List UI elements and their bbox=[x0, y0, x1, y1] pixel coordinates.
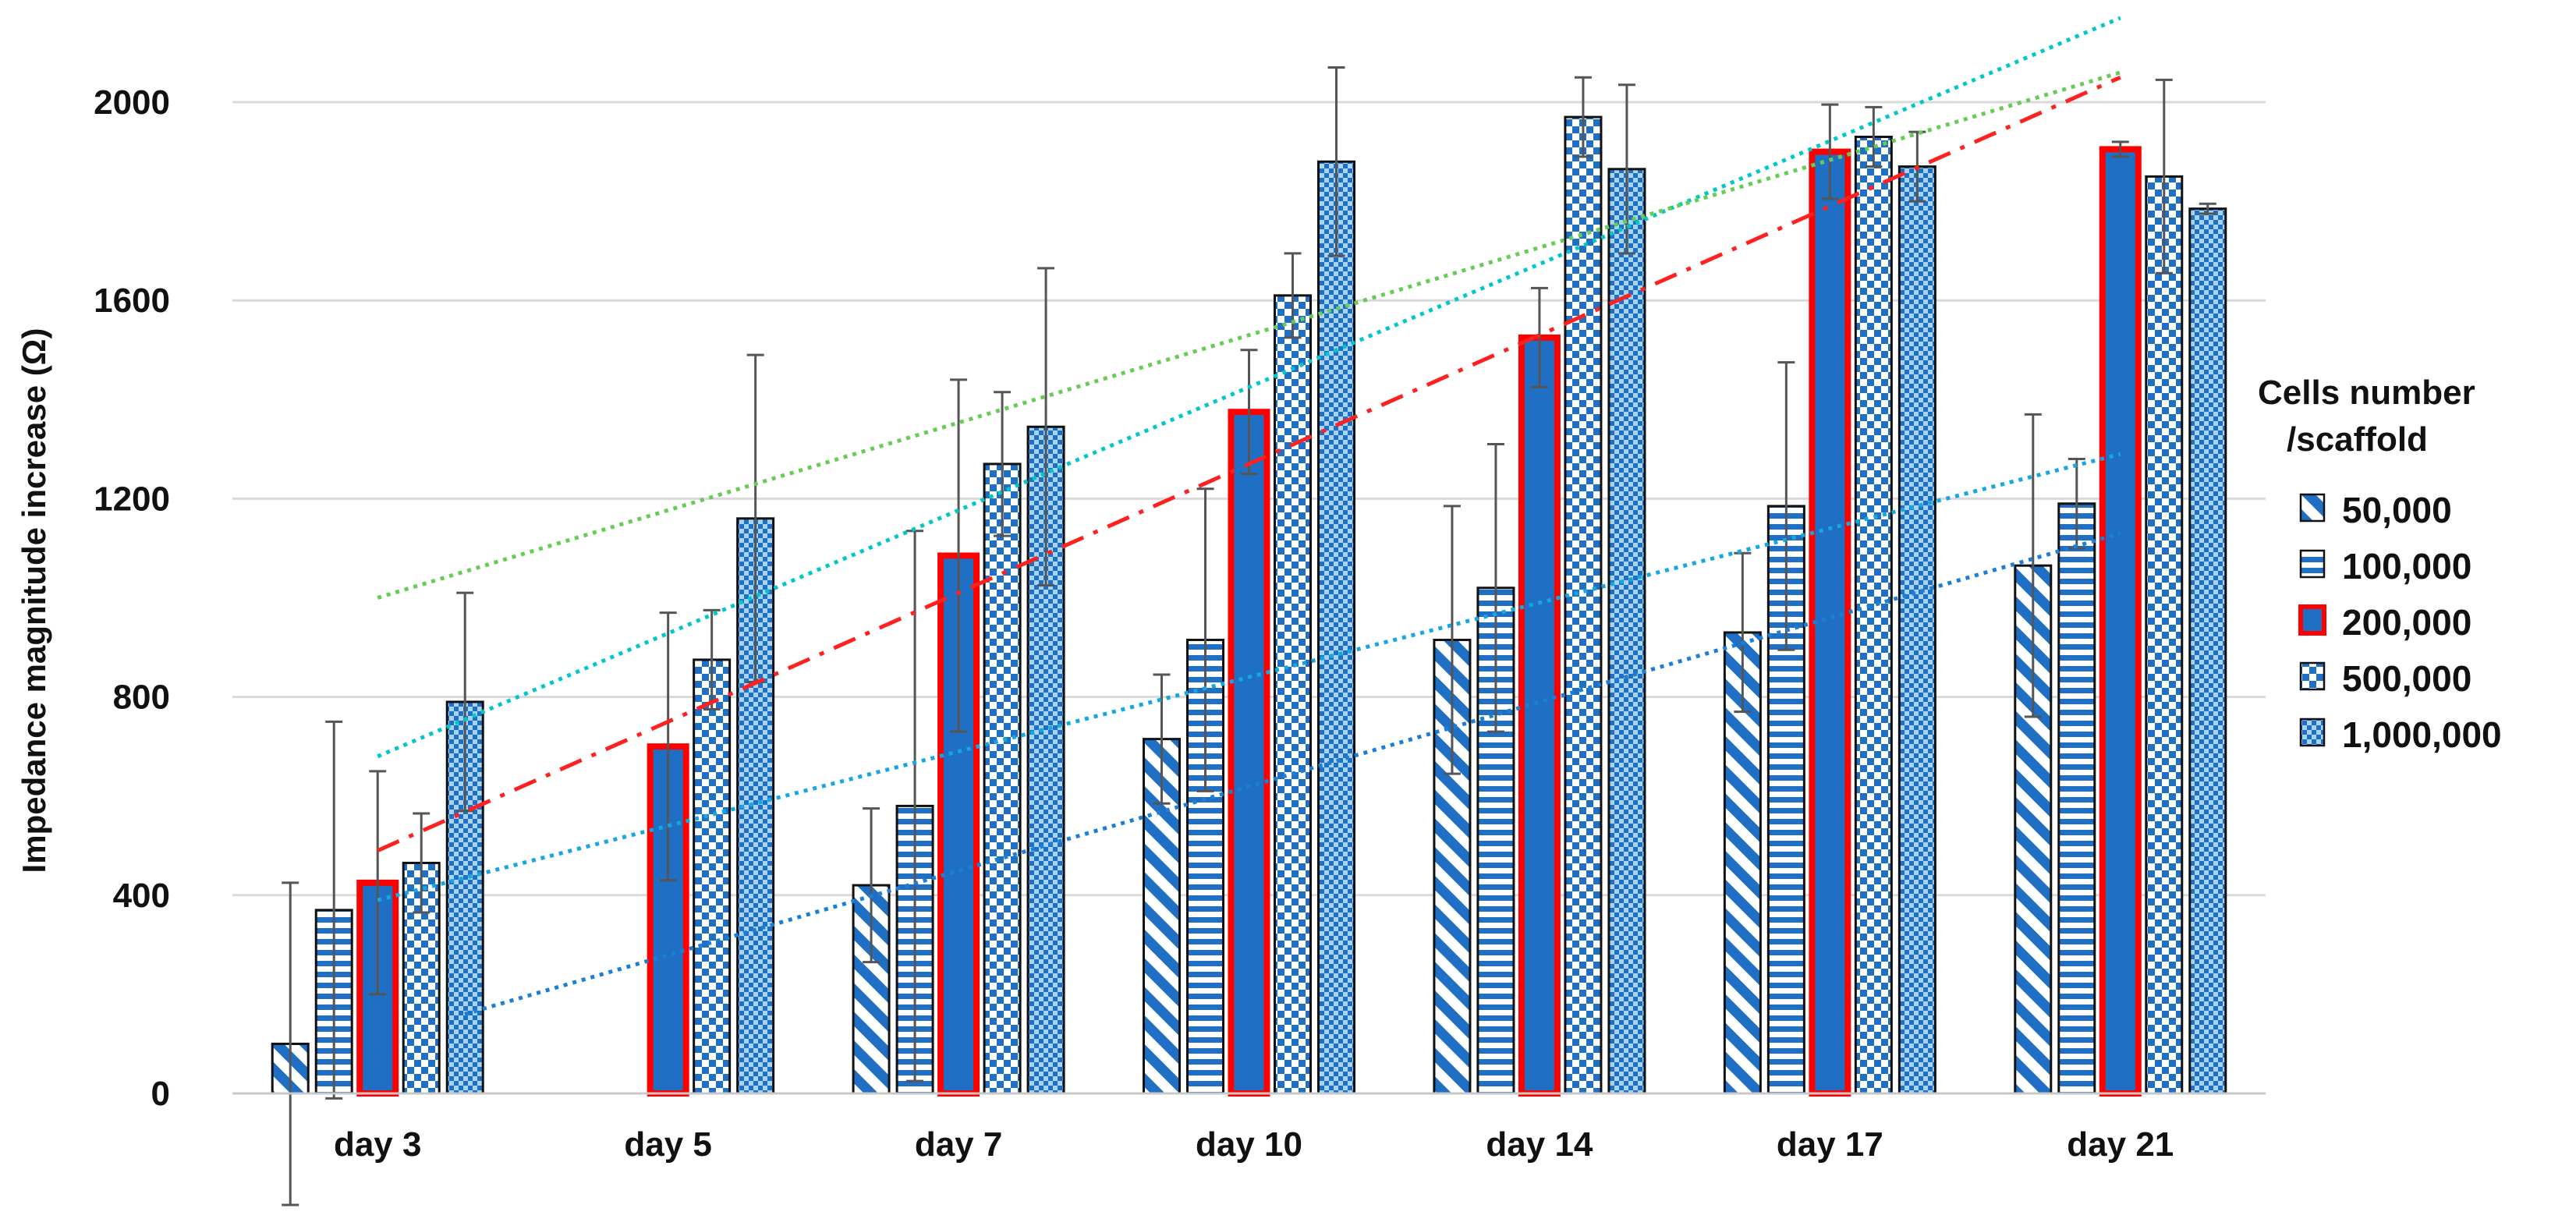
legend-swatch bbox=[2299, 549, 2326, 579]
error-bar bbox=[1153, 673, 1171, 805]
trendline bbox=[377, 452, 2121, 902]
error-bar bbox=[1777, 361, 1795, 651]
x-category-label: day 7 bbox=[915, 1125, 1003, 1164]
error-bar bbox=[1037, 267, 1055, 587]
legend-swatch bbox=[2298, 604, 2326, 636]
y-axis-label: Impedance magnitude increase (Ω) bbox=[16, 328, 52, 873]
bar bbox=[1228, 409, 1270, 1097]
bars-layer bbox=[271, 115, 2227, 1097]
error-bar bbox=[2199, 202, 2216, 215]
error-bar bbox=[659, 611, 677, 882]
y-tick-label: 2000 bbox=[94, 83, 170, 122]
bar bbox=[693, 658, 732, 1095]
error-bar bbox=[369, 770, 387, 996]
trendlines-layer bbox=[377, 16, 2121, 1016]
bar bbox=[2145, 175, 2184, 1095]
legend-item: 200,000 bbox=[2298, 602, 2471, 643]
x-category-label: day 10 bbox=[1196, 1125, 1302, 1164]
bar bbox=[1607, 168, 1646, 1095]
bar bbox=[1809, 148, 1851, 1097]
error-bar bbox=[1574, 76, 1592, 158]
legend-label: 1,000,000 bbox=[2342, 714, 2502, 755]
legend-title-line2: /scaffold bbox=[2287, 420, 2428, 459]
legend-label: 100,000 bbox=[2342, 546, 2471, 586]
legend-label: 200,000 bbox=[2342, 602, 2471, 643]
x-category-label: day 14 bbox=[1486, 1125, 1593, 1164]
bar bbox=[2099, 146, 2142, 1097]
bar bbox=[1518, 334, 1561, 1097]
bar bbox=[983, 462, 1022, 1095]
error-bar bbox=[703, 608, 721, 710]
error-bar bbox=[1734, 551, 1752, 714]
y-tick-label: 400 bbox=[113, 877, 170, 915]
legend: Cells number /scaffold 50,000 100,000 200,… bbox=[2258, 374, 2502, 755]
error-bar bbox=[2155, 78, 2173, 275]
y-tick-label: 0 bbox=[151, 1075, 170, 1113]
error-bar bbox=[1821, 103, 1839, 200]
error-bar bbox=[282, 881, 299, 1207]
bar bbox=[2057, 502, 2096, 1095]
y-tick-label: 800 bbox=[113, 679, 170, 717]
error-bar bbox=[994, 391, 1012, 537]
error-bar bbox=[1530, 286, 1548, 388]
legend-swatch bbox=[2299, 493, 2326, 523]
trendline bbox=[377, 16, 2121, 759]
error-bar bbox=[1196, 487, 1214, 792]
error-bar bbox=[1865, 105, 1883, 168]
y-tick-label: 1200 bbox=[94, 480, 170, 518]
bar bbox=[1274, 294, 1312, 1095]
error-bars-layer bbox=[282, 66, 2216, 1207]
legend-swatch bbox=[2299, 718, 2326, 747]
legend-item: 100,000 bbox=[2299, 546, 2471, 586]
error-bar bbox=[906, 530, 924, 1082]
x-category-label: day 5 bbox=[624, 1125, 712, 1164]
legend-label: 500,000 bbox=[2342, 658, 2471, 699]
error-bar bbox=[1240, 349, 1258, 476]
trendline bbox=[377, 70, 2121, 600]
error-bar bbox=[1443, 505, 1461, 775]
x-category-label: day 3 bbox=[334, 1125, 422, 1164]
x-category-label: day 21 bbox=[2067, 1125, 2174, 1164]
bar bbox=[1854, 135, 1893, 1095]
x-category-label: day 17 bbox=[1777, 1125, 1883, 1164]
trendline bbox=[464, 531, 2121, 1016]
bar bbox=[1317, 160, 1355, 1095]
x-axis-categories: day 3 day 5 day 7 day 10 day 14 day 17 day 21 bbox=[334, 1125, 2174, 1164]
y-tick-label: 1600 bbox=[94, 282, 170, 320]
error-bar bbox=[1486, 442, 1504, 733]
bar bbox=[2188, 207, 2227, 1095]
error-bar bbox=[863, 807, 881, 964]
trendline bbox=[377, 75, 2121, 852]
legend-title-line1: Cells number bbox=[2258, 374, 2475, 412]
bar bbox=[1564, 115, 1603, 1095]
error-bar bbox=[2111, 140, 2129, 158]
error-bar bbox=[413, 812, 431, 914]
legend-item: 50,000 bbox=[2299, 490, 2452, 530]
error-bar bbox=[1327, 66, 1345, 257]
error-bar bbox=[325, 720, 343, 1100]
legend-item: 1,000,000 bbox=[2299, 714, 2502, 755]
y-axis-ticks: 0 400 800 1200 1600 2000 bbox=[94, 83, 170, 1113]
bar bbox=[1897, 165, 1936, 1095]
legend-item: 500,000 bbox=[2299, 658, 2471, 699]
legend-label: 50,000 bbox=[2342, 490, 2452, 530]
error-bar bbox=[950, 378, 968, 733]
legend-items: 50,000 100,000 200,000 500,000 1,000,000 bbox=[2298, 490, 2502, 755]
error-bar bbox=[2024, 413, 2042, 718]
error-bar bbox=[2068, 458, 2085, 550]
legend-swatch bbox=[2299, 661, 2326, 691]
